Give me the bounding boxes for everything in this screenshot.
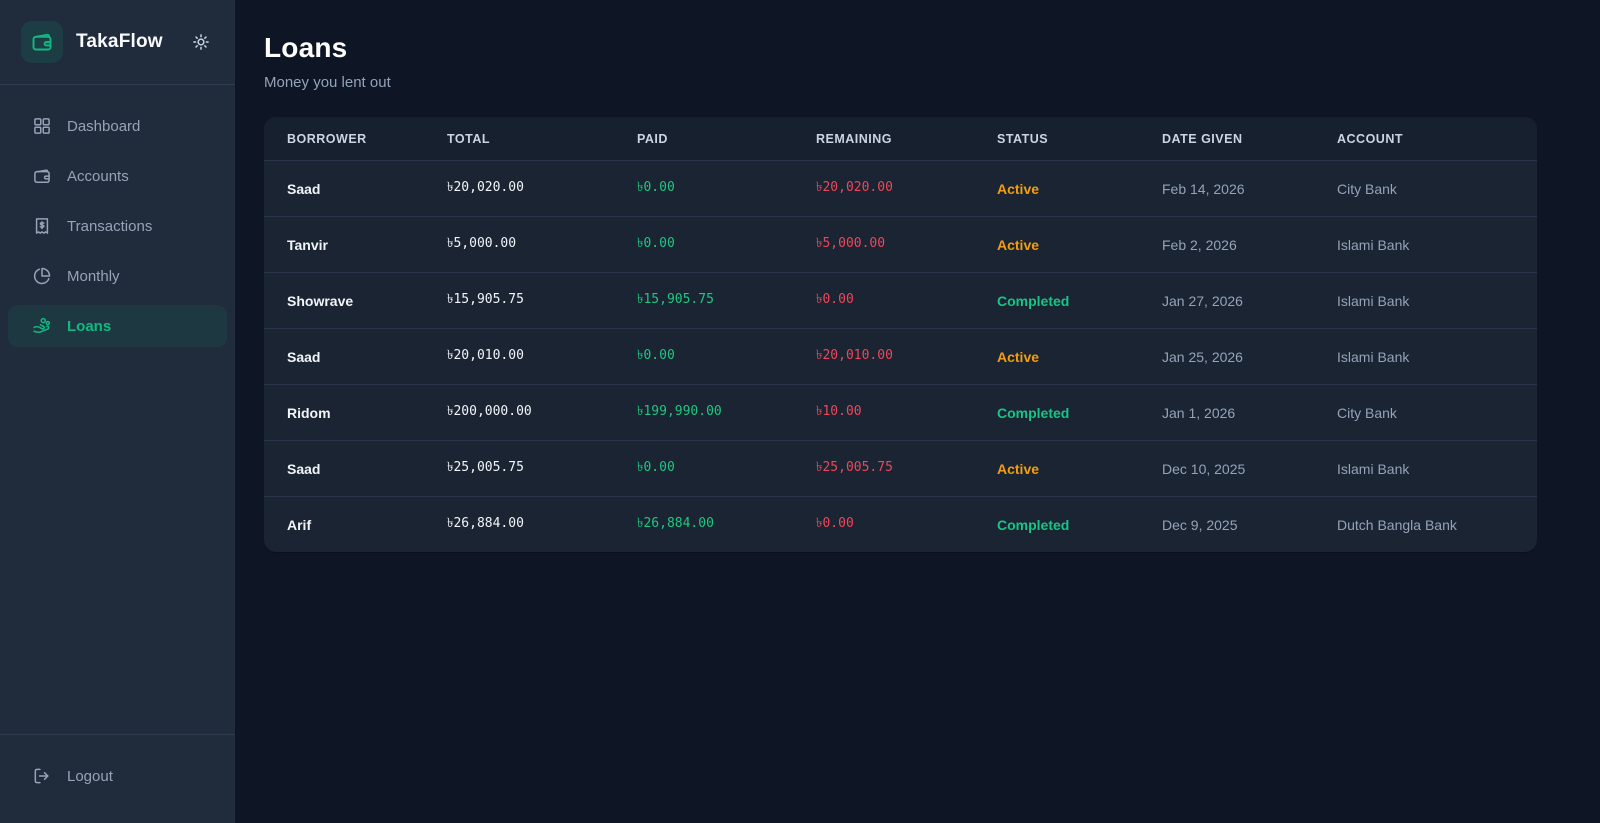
sidebar-item-loans[interactable]: Loans <box>8 305 227 347</box>
remaining-cell: ৳5,000.00 <box>793 216 974 273</box>
status-cell: Active <box>974 440 1139 497</box>
borrower-cell: Tanvir <box>264 216 424 273</box>
dashboard-grid-icon <box>32 116 52 136</box>
paid-cell: ৳15,905.75 <box>614 272 793 329</box>
account-cell: Islami Bank <box>1314 440 1537 497</box>
date-given-cell: Feb 14, 2026 <box>1139 160 1314 217</box>
paid-cell: ৳26,884.00 <box>614 496 793 552</box>
table-row: Saad ৳20,020.00 ৳0.00 ৳20,020.00 Active Feb 1… <box>264 160 1537 217</box>
loans-table-body: Saad ৳20,020.00 ৳0.00 ৳20,020.00 Active Feb 1… <box>264 160 1537 552</box>
total-cell: ৳5,000.00 <box>424 216 614 273</box>
sidebar-item-monthly[interactable]: Monthly <box>8 255 227 297</box>
wallet-logo-icon <box>30 30 54 54</box>
account-cell: City Bank <box>1314 384 1537 441</box>
remaining-cell: ৳20,020.00 <box>793 160 974 217</box>
borrower-cell: Arif <box>264 496 424 552</box>
column-header-total: TOTAL <box>424 117 614 161</box>
total-cell: ৳20,010.00 <box>424 328 614 385</box>
loans-table: BORROWER TOTAL PAID REMAINING STATUS DAT… <box>264 117 1537 552</box>
sidebar-item-label: Transactions <box>67 217 153 235</box>
sun-icon <box>191 32 211 52</box>
table-row: Saad ৳25,005.75 ৳0.00 ৳25,005.75 Active Dec 1… <box>264 440 1537 497</box>
status-cell: Completed <box>974 384 1139 441</box>
paid-cell: ৳0.00 <box>614 328 793 385</box>
table-row: Showrave ৳15,905.75 ৳15,905.75 ৳0.00 Complet… <box>264 272 1537 329</box>
logout-icon <box>32 766 52 786</box>
sidebar: TakaFlow <box>0 0 235 823</box>
account-cell: Islami Bank <box>1314 272 1537 329</box>
sidebar-item-label: Accounts <box>67 167 129 185</box>
pie-chart-icon <box>32 266 52 286</box>
page-subtitle: Money you lent out <box>264 74 391 91</box>
date-given-cell: Feb 2, 2026 <box>1139 216 1314 273</box>
loans-table-header: BORROWER TOTAL PAID REMAINING STATUS DAT… <box>264 117 1537 161</box>
receipt-dollar-icon <box>32 216 52 236</box>
status-cell: Completed <box>974 272 1139 329</box>
total-cell: ৳20,020.00 <box>424 160 614 217</box>
account-cell: City Bank <box>1314 160 1537 217</box>
total-cell: ৳200,000.00 <box>424 384 614 441</box>
logout-label: Logout <box>67 767 113 785</box>
account-cell: Islami Bank <box>1314 328 1537 385</box>
wallet-icon <box>32 166 52 186</box>
logout-button[interactable]: Logout <box>8 755 227 797</box>
column-header-paid: PAID <box>614 117 793 161</box>
column-header-remaining: REMAINING <box>793 117 974 161</box>
account-cell: Islami Bank <box>1314 216 1537 273</box>
loans-table-card: BORROWER TOTAL PAID REMAINING STATUS DAT… <box>264 117 1537 552</box>
date-given-cell: Jan 1, 2026 <box>1139 384 1314 441</box>
date-given-cell: Jan 25, 2026 <box>1139 328 1314 385</box>
total-cell: ৳26,884.00 <box>424 496 614 552</box>
remaining-cell: ৳0.00 <box>793 496 974 552</box>
account-cell: Dutch Bangla Bank <box>1314 496 1537 552</box>
remaining-cell: ৳10.00 <box>793 384 974 441</box>
status-cell: Active <box>974 328 1139 385</box>
sidebar-item-transactions[interactable]: Transactions <box>8 205 227 247</box>
table-row: Tanvir ৳5,000.00 ৳0.00 ৳5,000.00 Active Feb 2… <box>264 216 1537 273</box>
date-given-cell: Dec 10, 2025 <box>1139 440 1314 497</box>
app-logo <box>21 21 63 63</box>
borrower-cell: Saad <box>264 160 424 217</box>
status-cell: Active <box>974 216 1139 273</box>
column-header-date-given: DATE GIVEN <box>1139 117 1314 161</box>
table-row: Arif ৳26,884.00 ৳26,884.00 ৳0.00 Completed De… <box>264 496 1537 552</box>
status-cell: Active <box>974 160 1139 217</box>
sidebar-item-label: Monthly <box>67 267 120 285</box>
date-given-cell: Dec 9, 2025 <box>1139 496 1314 552</box>
table-row: Ridom ৳200,000.00 ৳199,990.00 ৳10.00 Complet… <box>264 384 1537 441</box>
app-title: TakaFlow <box>76 31 163 52</box>
borrower-cell: Ridom <box>264 384 424 441</box>
table-row: Saad ৳20,010.00 ৳0.00 ৳20,010.00 Active Jan 2… <box>264 328 1537 385</box>
sidebar-nav: Dashboard Accounts <box>0 85 235 347</box>
page-title: Loans <box>264 32 348 63</box>
total-cell: ৳25,005.75 <box>424 440 614 497</box>
column-header-status: STATUS <box>974 117 1139 161</box>
paid-cell: ৳0.00 <box>614 440 793 497</box>
column-header-account: ACCOUNT <box>1314 117 1537 161</box>
sidebar-item-label: Loans <box>67 317 112 335</box>
remaining-cell: ৳25,005.75 <box>793 440 974 497</box>
sidebar-item-accounts[interactable]: Accounts <box>8 155 227 197</box>
borrower-cell: Saad <box>264 440 424 497</box>
sidebar-footer: Logout <box>0 734 235 823</box>
paid-cell: ৳0.00 <box>614 216 793 273</box>
status-cell: Completed <box>974 496 1139 552</box>
borrower-cell: Showrave <box>264 272 424 329</box>
paid-cell: ৳199,990.00 <box>614 384 793 441</box>
hand-coins-icon <box>32 316 52 336</box>
remaining-cell: ৳20,010.00 <box>793 328 974 385</box>
main-content: Loans Money you lent out BORROWER TOTAL … <box>235 0 1600 823</box>
sidebar-item-label: Dashboard <box>67 117 141 135</box>
paid-cell: ৳0.00 <box>614 160 793 217</box>
brand-header: TakaFlow <box>0 0 235 85</box>
borrower-cell: Saad <box>264 328 424 385</box>
theme-toggle-button[interactable] <box>187 28 215 56</box>
sidebar-item-dashboard[interactable]: Dashboard <box>8 105 227 147</box>
remaining-cell: ৳0.00 <box>793 272 974 329</box>
column-header-borrower: BORROWER <box>264 117 424 161</box>
date-given-cell: Jan 27, 2026 <box>1139 272 1314 329</box>
total-cell: ৳15,905.75 <box>424 272 614 329</box>
